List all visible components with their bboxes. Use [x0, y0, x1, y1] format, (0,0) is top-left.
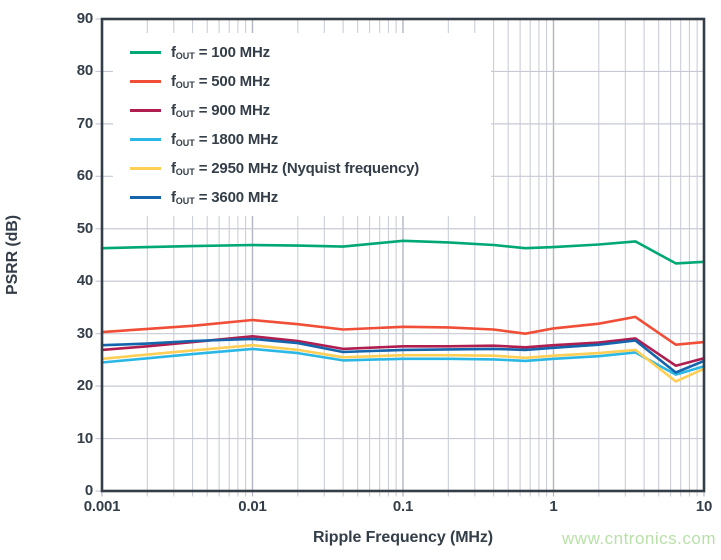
y-tick-label-50: 50 [76, 219, 93, 237]
series-line-500mhz [100, 315, 706, 347]
y-tick-label-90: 90 [76, 10, 93, 27]
y-tick-label-40: 40 [76, 272, 93, 290]
x-tick-label-0.1: 0.1 [392, 498, 414, 515]
watermark-text: www.cntronics.com [562, 529, 716, 548]
x-tick-label-1: 1 [549, 498, 558, 515]
y-tick-label-10: 10 [76, 429, 93, 447]
legend-item-100mhz: fOUT = 100 MHz [113, 38, 491, 67]
y-tick-label-20: 20 [76, 377, 93, 395]
x-tick-label-0.01: 0.01 [238, 498, 267, 515]
series-line-2950mhz [100, 343, 706, 383]
legend-line-swatch [130, 195, 161, 199]
x-axis-title: Ripple Frequency (MHz) [312, 529, 494, 546]
legend-label: fOUT = 100 MHz [171, 43, 270, 61]
legend-label: fOUT = 500 MHz [171, 72, 270, 90]
legend-item-500mhz: fOUT = 500 MHz [113, 67, 491, 96]
y-tick-label-70: 70 [76, 114, 93, 132]
series-line-3600mhz [100, 337, 706, 374]
legend-label: fOUT = 2950 MHz (Nyquist frequency) [171, 159, 420, 177]
legend-label: fOUT = 900 MHz [171, 101, 270, 119]
legend-item-1800mhz: fOUT = 1800 MHz [113, 125, 491, 154]
y-tick-label-80: 80 [76, 62, 93, 80]
x-tick-label-10: 10 [695, 498, 713, 515]
y-tick-label-0: 0 [84, 482, 93, 499]
chart-legend: fOUT = 100 MHz fOUT = 500 MHz fOUT = 900 M… [113, 33, 491, 216]
legend-label: fOUT = 3600 MHz [171, 188, 279, 206]
y-axis-title: PSRR (dB) [4, 215, 21, 295]
plot-frame [100, 17, 706, 493]
legend-line-swatch [130, 137, 161, 141]
legend-item-3600mhz: fOUT = 3600 MHz [113, 183, 491, 212]
legend-item-900mhz: fOUT = 900 MHz [113, 96, 491, 125]
legend-line-swatch [130, 166, 161, 170]
series-line-1800mhz [100, 347, 706, 376]
y-tick-label-60: 60 [76, 167, 93, 185]
legend-line-swatch [130, 79, 161, 83]
x-tick-label-0.001: 0.001 [83, 498, 121, 515]
legend-label: fOUT = 1800 MHz [171, 130, 279, 148]
y-tick-label-30: 30 [76, 324, 93, 342]
legend-line-swatch [130, 108, 161, 112]
series-line-100mhz [100, 239, 706, 265]
legend-line-swatch [130, 50, 161, 54]
legend-item-2950mhz: fOUT = 2950 MHz (Nyquist frequency) [113, 154, 491, 183]
